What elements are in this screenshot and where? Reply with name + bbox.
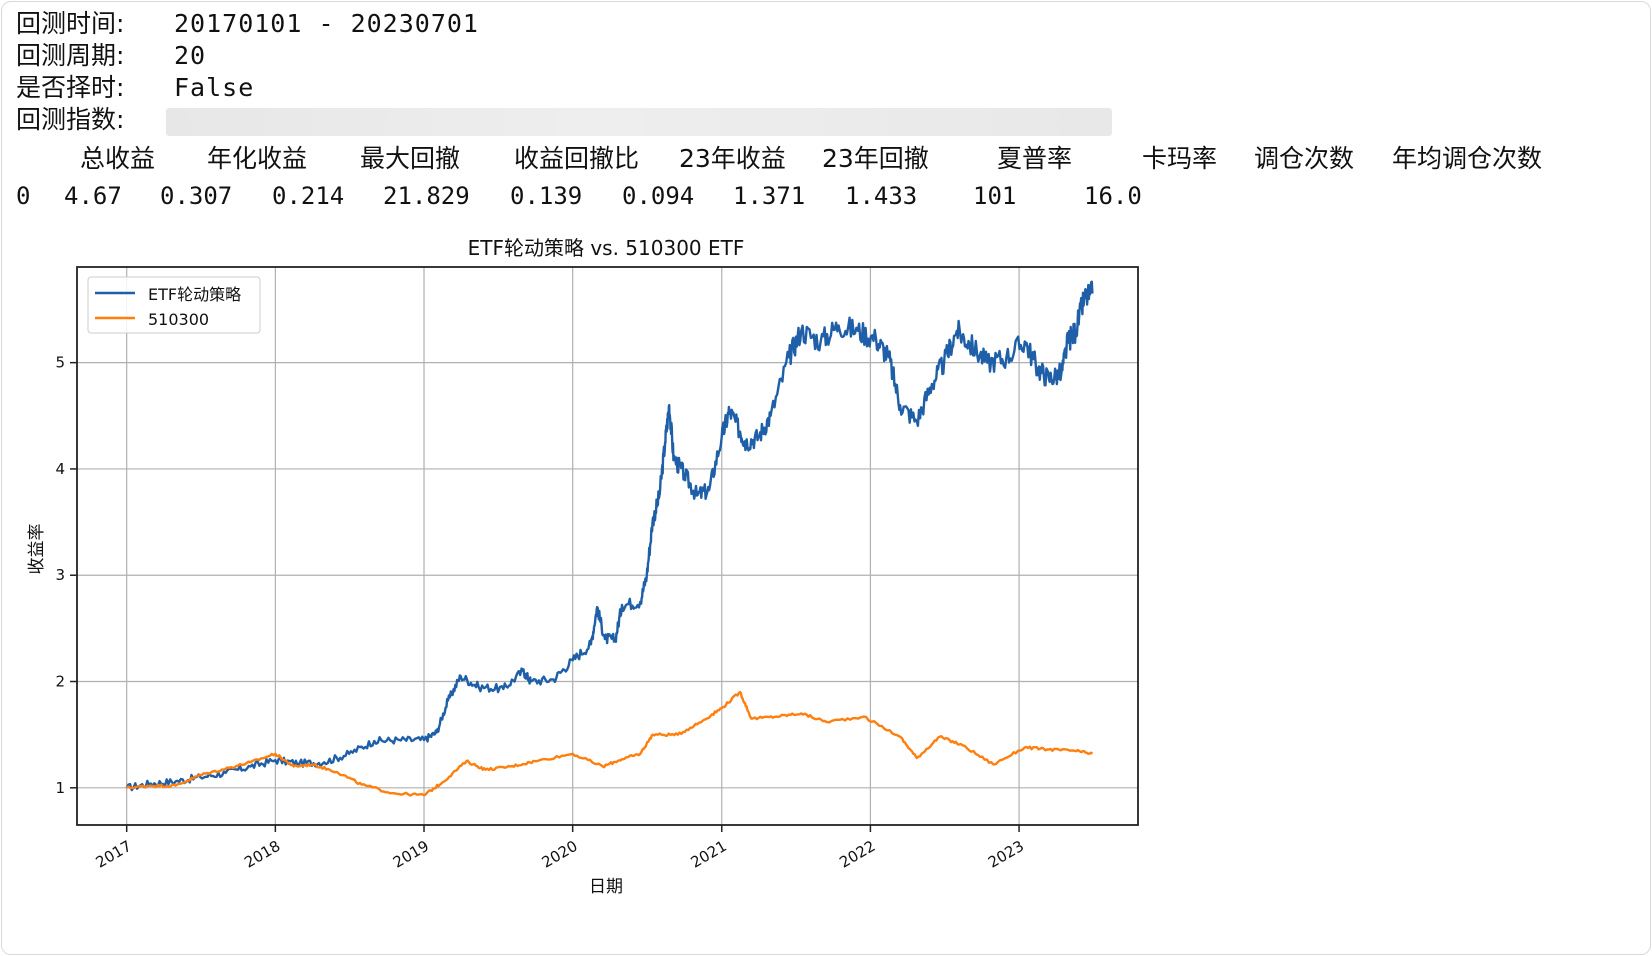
x-axis-label: 日期 — [589, 877, 623, 897]
metrics-value-cell: 0.214 — [272, 182, 345, 210]
metrics-header-cell: 收益回撤比 — [514, 144, 640, 173]
info-value: 20 — [174, 41, 207, 70]
metrics-header-cell: 年化收益 — [207, 144, 308, 173]
metrics-value-cell: 101 — [973, 182, 1017, 210]
metrics-header-cell: 总收益 — [80, 144, 156, 173]
info-value: False — [174, 73, 255, 102]
info-row-index: 回测指数: — [16, 104, 1136, 136]
metrics-header-cell: 调仓次数 — [1254, 144, 1355, 173]
y-tick-label: 2 — [55, 673, 65, 691]
metrics-value-cell: 1.433 — [845, 182, 918, 210]
metrics-value-cell: 21.829 — [383, 182, 470, 210]
metrics-value-cell: 0.094 — [622, 182, 695, 210]
metrics-value-cell: 16.0 — [1084, 182, 1142, 210]
chart-series — [125, 280, 1094, 797]
y-tick-label: 3 — [55, 566, 65, 584]
plot-area-frame — [76, 266, 1139, 826]
info-label: 回测周期: — [16, 41, 125, 70]
y-tick-label: 1 — [55, 779, 65, 797]
info-label: 是否择时: — [16, 73, 125, 102]
info-value: 20170101 - 20230701 — [174, 9, 479, 38]
metrics-header-cell: 夏普率 — [997, 144, 1073, 173]
legend-label-510300: 510300 — [148, 310, 209, 329]
legend-label-strategy: ETF轮动策略 — [148, 285, 241, 304]
metrics-header-cell: 23年回撤 — [822, 144, 929, 173]
info-label: 回测时间: — [16, 9, 125, 38]
metrics-header-cell: 最大回撤 — [360, 144, 461, 173]
y-axis-label: 收益率 — [27, 524, 47, 575]
y-tick-label: 5 — [55, 354, 65, 372]
y-tick-label: 4 — [55, 460, 65, 478]
metrics-row-index: 0 — [16, 182, 31, 210]
metrics-header-cell: 卡玛率 — [1142, 144, 1218, 173]
series-line-510300 — [126, 690, 1094, 797]
metrics-value-cell: 4.67 — [64, 182, 122, 210]
y-axis: 1 2 3 4 5 — [55, 354, 77, 797]
redacted-index-value — [166, 108, 1112, 136]
info-label: 回测指数: — [16, 105, 125, 134]
metrics-value-cell: 0.307 — [160, 182, 233, 210]
metrics-value-cell: 1.371 — [733, 182, 806, 210]
series-line-strategy — [125, 280, 1094, 792]
chart-legend: ETF轮动策略 510300 — [87, 276, 261, 334]
metrics-header-cell: 23年收益 — [679, 144, 786, 173]
chart-title: ETF轮动策略 vs. 510300 ETF — [468, 236, 745, 260]
chart-grid — [77, 267, 1138, 825]
metrics-header-cell: 年均调仓次数 — [1392, 144, 1543, 173]
metrics-value-cell: 0.139 — [510, 182, 583, 210]
